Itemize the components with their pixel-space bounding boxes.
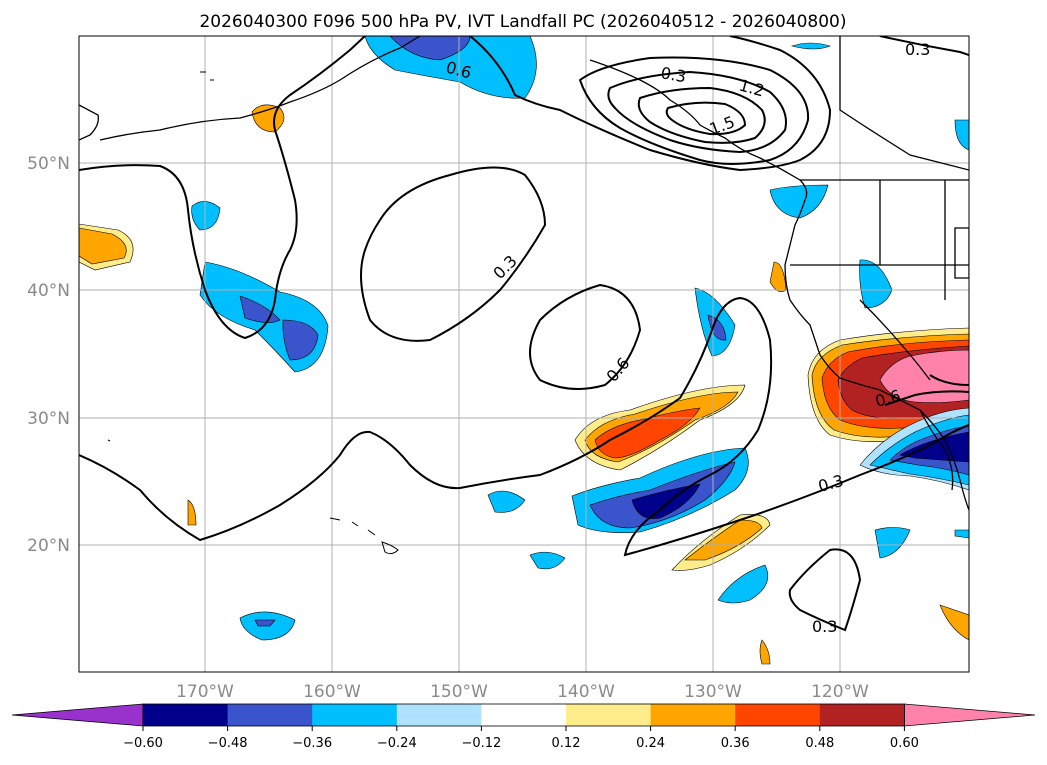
colorbar-extend-high [904,703,1036,727]
colorbar-segment [566,704,652,726]
pv-contours [79,36,969,632]
map-panel: 0.3 0.6 1.2 1.5 0.3 0.6 0.6 0.3 0.3 0.3 [79,36,969,672]
colorbar-segment [227,704,313,726]
lon-label-120w: 120°W [811,682,869,702]
map-frame [78,35,970,673]
colorbar-tick-label: −0.24 [377,736,417,751]
colorbar-extend-low [11,703,144,727]
contour-label: 0.3 [905,40,930,59]
figure-title: 2026040300 F096 500 hPa PV, IVT Landfall… [199,12,846,32]
contour-label: 0.3 [659,63,687,86]
shaded-anomalies [79,36,969,665]
colorbar-tick-label: 0.12 [552,736,581,751]
colorbar-tick-label: −0.48 [208,736,248,751]
lat-label-50n: 50°N [27,154,70,174]
lon-label-170w: 170°W [176,682,234,702]
colorbar-tick-label: 0.60 [890,736,919,751]
islands [107,71,399,555]
colorbar-frame [142,703,905,727]
lat-label-40n: 40°N [27,281,70,301]
lon-label-140w: 140°W [557,682,615,702]
colorbar-tick-label: −0.60 [123,736,163,751]
colorbar-tick-label: 0.36 [721,736,750,751]
colorbar-segment [143,704,229,726]
colorbar-segment [735,704,821,726]
colorbar-segment [312,704,398,726]
longitude-labels: 170°W 160°W 150°W 140°W 130°W 120°W [176,682,869,702]
colorbar-segment [819,704,905,726]
colorbar-tick-label: −0.36 [292,736,332,751]
lon-label-160w: 160°W [303,682,361,702]
lon-label-150w: 150°W [430,682,488,702]
colorbar-segment [481,704,567,726]
contour-label: 0.3 [812,617,837,636]
colorbar: −0.60 −0.48 −0.36 −0.24 −0.12 0.12 0.24 0.36 0.4… [11,703,1036,751]
colorbar-segment [396,704,482,726]
colorbar-segment [650,704,736,726]
colorbar-tick-label: 0.24 [636,736,665,751]
lon-label-130w: 130°W [684,682,742,702]
lat-label-20n: 20°N [27,536,70,556]
lat-label-30n: 30°N [27,409,70,429]
colorbar-tick-label: 0.48 [805,736,834,751]
latitude-labels: 50°N 40°N 30°N 20°N [27,154,70,556]
coastlines [79,36,969,511]
colorbar-tick-label: −0.12 [461,736,501,751]
